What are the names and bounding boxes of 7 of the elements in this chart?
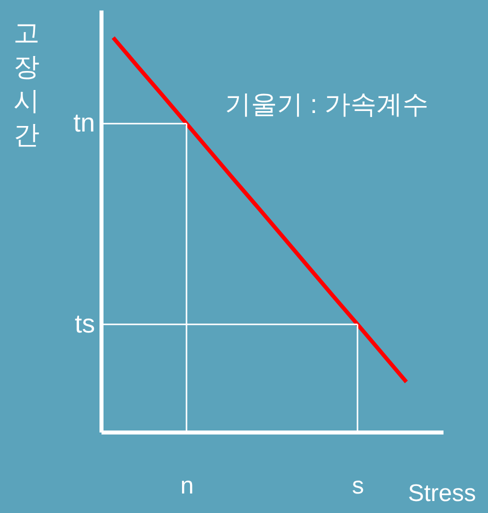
x-tick-label: n bbox=[180, 472, 194, 500]
annotation: 기울기 : 가속계수 bbox=[224, 89, 429, 119]
x-axis-title: Stress bbox=[408, 480, 476, 507]
ref-line-label: ts bbox=[74, 308, 95, 338]
x-tick-label: s bbox=[352, 472, 364, 500]
y-axis-title: 고장시간 bbox=[14, 18, 40, 150]
ref-line-label: tn bbox=[73, 108, 95, 138]
